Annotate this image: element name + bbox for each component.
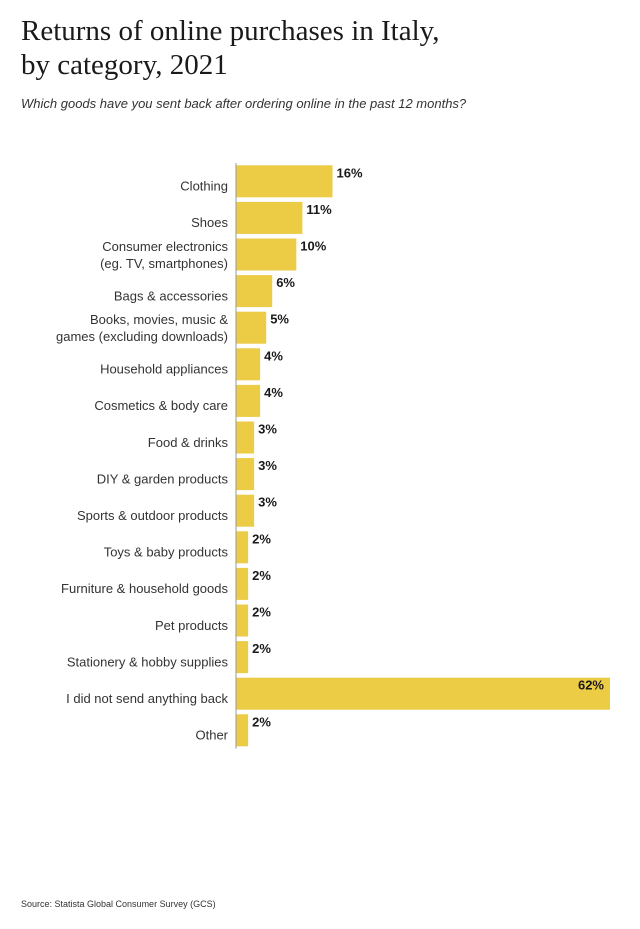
- value-label-6: 4%: [264, 385, 283, 400]
- source-note: Source: Statista Global Consumer Survey …: [21, 899, 216, 909]
- bar-8: [236, 458, 255, 491]
- category-label-15: Other: [195, 728, 228, 743]
- category-label-2-line-0: Consumer electronics: [102, 239, 228, 254]
- bar-5: [236, 348, 261, 381]
- category-label-4-line-1: games (excluding downloads): [56, 329, 228, 344]
- value-label-11: 2%: [252, 568, 271, 583]
- bar-15: [236, 714, 249, 747]
- category-label-5: Household appliances: [100, 362, 228, 377]
- category-label-3: Bags & accessories: [114, 288, 229, 303]
- bar-11: [236, 567, 249, 600]
- value-label-1: 11%: [306, 202, 332, 217]
- chart-title-line-2: by category, 2021: [21, 49, 228, 81]
- category-label-8: DIY & garden products: [97, 471, 229, 486]
- value-label-2: 10%: [300, 239, 326, 254]
- category-label-6: Cosmetics & body care: [94, 398, 228, 413]
- bar-9: [236, 494, 255, 527]
- bar-3: [236, 275, 273, 308]
- category-label-1: Shoes: [191, 215, 228, 230]
- value-label-9: 3%: [258, 495, 277, 510]
- value-label-8: 3%: [258, 458, 277, 473]
- value-label-10: 2%: [252, 531, 271, 546]
- bar-chart: 16% Clothing 11% Shoes 10% Consumer electroni…: [56, 163, 610, 749]
- bar-10: [236, 531, 249, 564]
- value-label-4: 5%: [270, 312, 289, 327]
- category-label-9: Sports & outdoor products: [77, 508, 229, 523]
- value-label-15: 2%: [252, 714, 271, 729]
- value-label-13: 2%: [252, 641, 271, 656]
- category-label-14: I did not send anything back: [66, 691, 228, 706]
- bar-6: [236, 384, 261, 417]
- bar-4: [236, 311, 267, 344]
- category-label-12: Pet products: [155, 618, 228, 633]
- category-label-0: Clothing: [180, 179, 228, 194]
- category-label-4-line-0: Books, movies, music &: [90, 312, 228, 327]
- value-label-7: 3%: [258, 422, 277, 437]
- bar-12: [236, 604, 249, 637]
- bar-0: [236, 165, 333, 198]
- bar-7: [236, 421, 255, 454]
- bar-14: [236, 677, 610, 710]
- value-label-3: 6%: [276, 275, 295, 290]
- value-label-5: 4%: [264, 348, 283, 363]
- value-label-0: 16%: [337, 165, 363, 180]
- chart-title-line-1: Returns of online purchases in Italy,: [21, 15, 440, 47]
- category-label-10: Toys & baby products: [104, 545, 229, 560]
- bar-13: [236, 641, 249, 674]
- category-label-2-line-1: (eg. TV, smartphones): [100, 256, 228, 271]
- value-label-12: 2%: [252, 605, 271, 620]
- category-label-11: Furniture & household goods: [61, 581, 228, 596]
- bar-2: [236, 238, 297, 271]
- bar-1: [236, 201, 303, 234]
- chart-title: Returns of online purchases in Italy, by…: [21, 14, 621, 82]
- value-label-14: 62%: [578, 678, 604, 693]
- category-label-7: Food & drinks: [148, 435, 229, 450]
- chart-subtitle: Which goods have you sent back after ord…: [21, 96, 467, 111]
- category-label-13: Stationery & hobby supplies: [67, 654, 229, 669]
